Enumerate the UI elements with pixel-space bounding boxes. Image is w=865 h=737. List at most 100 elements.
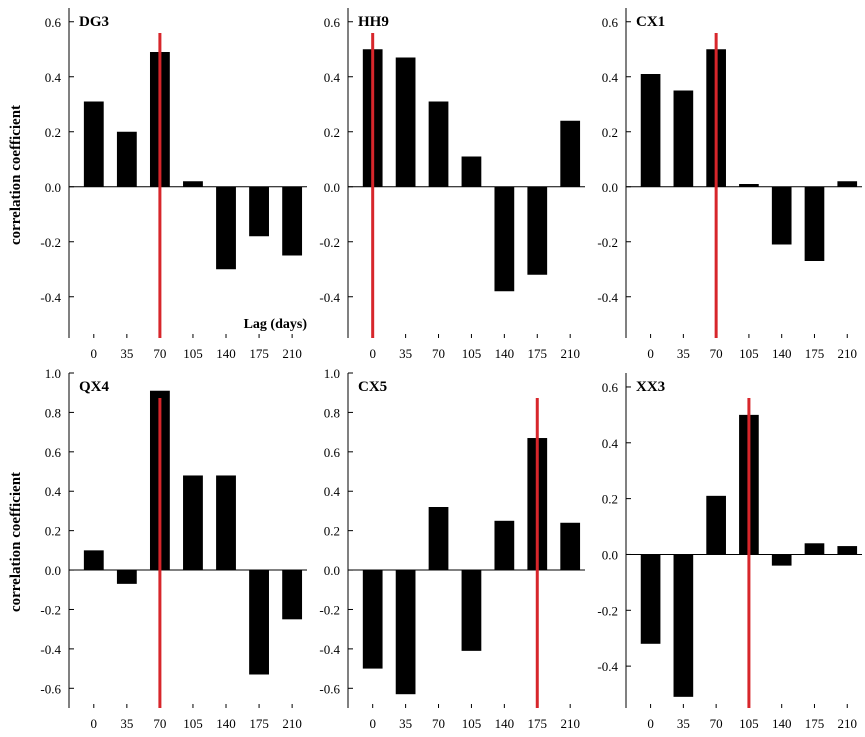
panel-title: CX5	[358, 379, 387, 395]
x-tick-label: 35	[677, 716, 690, 731]
bar	[771, 186, 792, 245]
y-tick-label: 0.2	[45, 524, 61, 539]
y-tick-label: 0.6	[324, 15, 341, 30]
bar	[494, 520, 515, 571]
bar	[282, 186, 303, 256]
bar	[804, 543, 825, 555]
y-tick-label: -0.6	[319, 681, 340, 696]
bar	[116, 131, 137, 187]
y-tick-label: -0.2	[319, 602, 340, 617]
bar	[706, 495, 726, 555]
y-tick-label: 0.2	[324, 125, 340, 140]
x-tick-label: 175	[528, 346, 548, 361]
x-tick-label: 140	[772, 716, 792, 731]
panel-title: XX3	[636, 379, 665, 395]
y-tick-label: -0.2	[597, 235, 618, 250]
x-tick-label: 70	[710, 346, 723, 361]
x-tick-label: 105	[462, 346, 482, 361]
y-tick-label: 0.2	[45, 125, 61, 140]
bar	[837, 546, 858, 555]
y-tick-label: 0.6	[602, 380, 619, 395]
x-tick-label: 105	[183, 346, 203, 361]
x-tick-label: 70	[432, 716, 445, 731]
x-tick-label: 0	[369, 716, 376, 731]
y-tick-label: -0.2	[319, 235, 340, 250]
y-tick-label: -0.2	[40, 602, 61, 617]
y-tick-label: -0.4	[597, 290, 618, 305]
y-tick-label: -0.4	[40, 642, 61, 657]
x-tick-label: 175	[805, 716, 825, 731]
bar	[282, 570, 303, 620]
x-tick-label: 140	[495, 346, 515, 361]
bar	[640, 74, 661, 187]
bar	[83, 550, 104, 571]
x-tick-label: 175	[528, 716, 548, 731]
x-tick-label: 35	[120, 716, 133, 731]
x-tick-label: 140	[772, 346, 792, 361]
y-tick-label: 0.8	[45, 405, 61, 420]
y-tick-label: 1.0	[324, 366, 340, 381]
panel-title: CX1	[636, 14, 665, 30]
x-tick-label: 0	[647, 716, 654, 731]
y-axis-label-bottom: correlation coefficient	[8, 472, 24, 612]
y-tick-label: -0.4	[319, 290, 340, 305]
panel-title: HH9	[358, 14, 389, 30]
y-tick-label: 0.6	[602, 15, 619, 30]
x-tick-label: 140	[216, 716, 236, 731]
bar	[249, 186, 269, 237]
x-tick-label: 70	[432, 346, 445, 361]
y-tick-label: 0.0	[324, 563, 340, 578]
bar	[640, 554, 661, 644]
y-tick-label: 0.4	[602, 436, 619, 451]
bar	[837, 181, 858, 187]
x-tick-label: 140	[495, 716, 515, 731]
bar	[395, 57, 416, 187]
x-tick-label: 70	[153, 346, 166, 361]
y-tick-label: 0.6	[45, 15, 62, 30]
y-tick-label: 0.2	[602, 492, 618, 507]
y-tick-label: 0.0	[602, 180, 618, 195]
y-tick-label: 0.8	[324, 405, 340, 420]
x-tick-label: 175	[805, 346, 825, 361]
x-tick-label: 210	[838, 346, 858, 361]
y-tick-label: 0.0	[602, 547, 618, 562]
x-tick-label: 175	[249, 346, 269, 361]
panel-title: DG3	[79, 14, 109, 30]
y-tick-label: 0.6	[45, 445, 62, 460]
bar	[216, 475, 236, 571]
bar	[804, 186, 825, 261]
x-tick-label: 140	[216, 346, 236, 361]
y-tick-label: -0.6	[40, 681, 61, 696]
y-tick-label: 0.0	[45, 180, 61, 195]
panel-title: QX4	[79, 379, 110, 395]
bar	[362, 570, 383, 669]
y-tick-label: 0.6	[324, 445, 341, 460]
bar	[116, 570, 137, 584]
bar	[183, 181, 203, 187]
bar	[183, 475, 203, 571]
x-tick-label: 35	[399, 716, 412, 731]
bar	[494, 186, 515, 292]
y-tick-label: 0.4	[602, 70, 619, 85]
x-tick-label: 210	[282, 716, 302, 731]
y-tick-label: 1.0	[45, 366, 61, 381]
bar	[461, 156, 482, 187]
x-tick-label: 70	[153, 716, 166, 731]
y-tick-label: 0.4	[324, 484, 341, 499]
x-tick-label: 35	[399, 346, 412, 361]
bar	[673, 554, 694, 697]
x-axis-label: Lag (days)	[244, 317, 308, 332]
y-tick-label: -0.2	[597, 603, 618, 618]
y-tick-label: 0.0	[324, 180, 340, 195]
x-tick-label: 0	[91, 346, 98, 361]
bar	[83, 101, 104, 187]
x-tick-label: 210	[838, 716, 858, 731]
y-tick-label: 0.2	[602, 125, 618, 140]
bar	[428, 101, 449, 187]
y-tick-label: -0.4	[40, 290, 61, 305]
y-tick-label: -0.4	[319, 642, 340, 657]
bar	[673, 90, 694, 187]
y-axis-label-top: correlation coefficient	[8, 105, 24, 245]
x-tick-label: 35	[120, 346, 133, 361]
x-tick-label: 70	[710, 716, 723, 731]
